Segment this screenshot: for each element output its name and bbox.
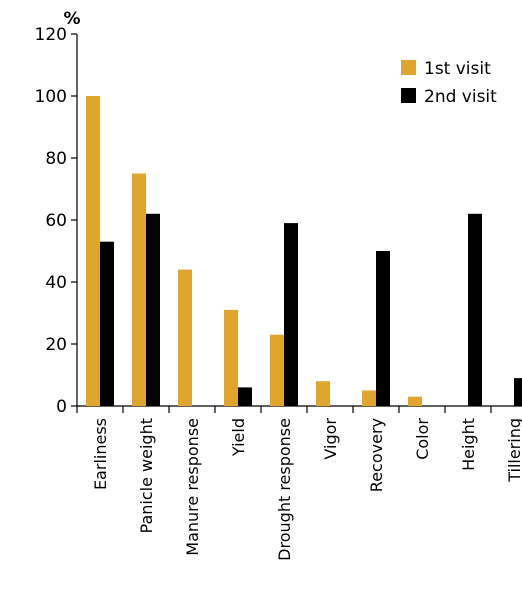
x-tick-label: Panicle weight	[137, 418, 156, 533]
y-tick-label: 80	[45, 149, 67, 169]
bar-first-visit-drought-response	[270, 334, 284, 406]
legend-swatch-first-visit	[401, 60, 416, 75]
x-tick-label: Vigor	[321, 418, 340, 460]
y-tick-label: 60	[45, 211, 67, 231]
y-tick-label: 20	[45, 335, 67, 355]
y-tick-label: 40	[45, 273, 67, 293]
legend-label: 2nd visit	[424, 87, 497, 107]
x-tick-label: Yield	[229, 418, 248, 457]
y-axis-label: %	[63, 9, 80, 29]
bar-second-visit-recovery	[376, 251, 390, 406]
x-tick-label: Color	[413, 418, 432, 460]
bar-second-visit-yield	[238, 387, 252, 406]
bar-first-visit-earliness	[86, 96, 100, 406]
x-tick-label: Height	[459, 418, 478, 471]
bar-first-visit-yield	[224, 309, 238, 406]
y-tick-label: 120	[35, 25, 67, 45]
legend-swatch-second-visit	[401, 88, 416, 103]
y-tick-label: 0	[56, 397, 67, 417]
y-tick-label: 100	[35, 87, 67, 107]
bar-second-visit-height	[468, 213, 482, 406]
x-tick-label: Manure response	[183, 418, 202, 556]
x-tick-label: Recovery	[367, 418, 386, 492]
bar-first-visit-vigor	[316, 381, 330, 406]
bar-second-visit-drought-response	[284, 223, 298, 406]
bar-second-visit-tillering	[514, 378, 522, 406]
x-tick-label: Tillering	[505, 418, 522, 483]
bar-first-visit-recovery	[362, 390, 376, 406]
bar-first-visit-panicle-weight	[132, 173, 146, 406]
bar-second-visit-panicle-weight	[146, 213, 160, 406]
x-tick-label: Earliness	[91, 418, 110, 490]
bar-first-visit-manure-response	[178, 269, 192, 406]
bar-first-visit-color	[408, 396, 422, 406]
x-tick-label: Drought response	[275, 418, 294, 561]
bar-second-visit-earliness	[100, 241, 114, 406]
legend-label: 1st visit	[424, 59, 491, 79]
